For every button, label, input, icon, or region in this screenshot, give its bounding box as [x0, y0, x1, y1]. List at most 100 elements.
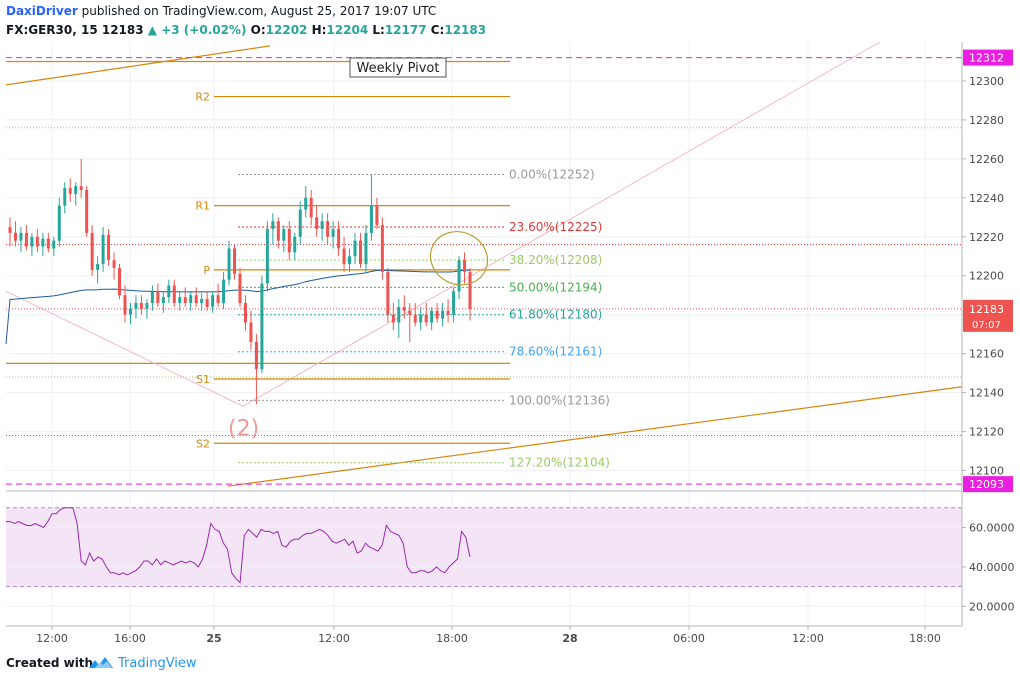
candle-body[interactable]	[52, 240, 56, 249]
candle-body[interactable]	[271, 221, 275, 229]
candle-body[interactable]	[101, 234, 105, 265]
candle-body[interactable]	[90, 232, 94, 270]
candle-body[interactable]	[19, 232, 23, 241]
candle-body[interactable]	[430, 310, 434, 323]
candle-body[interactable]	[391, 314, 395, 323]
candle-body[interactable]	[424, 314, 428, 323]
price-scale[interactable]	[963, 42, 1020, 626]
candle-body[interactable]	[337, 228, 341, 249]
candle-body[interactable]	[386, 271, 390, 315]
candle-body[interactable]	[139, 303, 143, 309]
candle-body[interactable]	[369, 205, 373, 233]
candle-body[interactable]	[326, 221, 330, 237]
candle-body[interactable]	[216, 295, 220, 304]
candle-body[interactable]	[205, 299, 209, 307]
candle-body[interactable]	[145, 303, 149, 309]
candle-body[interactable]	[243, 303, 247, 323]
author-link[interactable]: DaxiDriver	[6, 4, 78, 18]
candle-body[interactable]	[375, 205, 379, 226]
candle-body[interactable]	[200, 299, 204, 304]
candle-body[interactable]	[211, 295, 215, 307]
candle-body[interactable]	[408, 310, 412, 315]
candle-body[interactable]	[41, 238, 45, 247]
candle-body[interactable]	[315, 217, 319, 229]
candle-body[interactable]	[287, 228, 291, 253]
candle-body[interactable]	[194, 295, 198, 304]
candle-body[interactable]	[435, 310, 439, 319]
candle-body[interactable]	[397, 306, 401, 323]
chart-canvas[interactable]: 0.00%(12252) 23.60%(12225) 38.20%(12208) 50…	[0, 42, 1020, 650]
candle-body[interactable]	[183, 297, 187, 304]
candle-body[interactable]	[79, 186, 83, 191]
candle-body[interactable]	[364, 232, 368, 265]
marked-price-badge[interactable]	[963, 49, 1013, 66]
tradingview-brand[interactable]: TradingView	[118, 656, 197, 671]
candle-body[interactable]	[463, 260, 467, 272]
candle-body[interactable]	[8, 227, 12, 233]
candle-body[interactable]	[156, 291, 160, 304]
candle-body[interactable]	[348, 256, 352, 265]
candle-body[interactable]	[249, 322, 253, 342]
candle-body[interactable]	[13, 232, 17, 241]
candle-body[interactable]	[265, 228, 269, 284]
candle-body[interactable]	[150, 291, 154, 304]
candle-body[interactable]	[276, 221, 280, 241]
candle-body[interactable]	[446, 310, 450, 315]
trend-line-lower[interactable]	[227, 386, 963, 487]
marked-price-badge[interactable]	[963, 476, 1013, 493]
candle-body[interactable]	[63, 188, 67, 206]
candle-body[interactable]	[282, 228, 286, 241]
candle-body[interactable]	[123, 295, 127, 315]
symbol-label[interactable]: FX:GER30, 15	[6, 23, 98, 37]
candle-body[interactable]	[402, 306, 406, 311]
candle-body[interactable]	[419, 314, 423, 323]
candle-body[interactable]	[309, 197, 313, 218]
moving-average-line[interactable]	[5, 269, 471, 344]
candle-body[interactable]	[112, 260, 116, 268]
candle-body[interactable]	[254, 341, 258, 370]
candle-body[interactable]	[238, 273, 242, 304]
candle-body[interactable]	[134, 303, 138, 309]
candle-body[interactable]	[74, 186, 78, 194]
candle-body[interactable]	[68, 188, 72, 194]
candle-body[interactable]	[222, 279, 226, 304]
candle-body[interactable]	[128, 308, 132, 315]
highlight-ellipse[interactable]	[422, 222, 497, 294]
candle-body[interactable]	[161, 297, 165, 304]
candle-body[interactable]	[353, 240, 357, 257]
candle-body[interactable]	[441, 310, 445, 319]
candle-body[interactable]	[107, 234, 111, 261]
wave-line[interactable]	[242, 42, 881, 407]
candle-body[interactable]	[457, 260, 461, 292]
candle-body[interactable]	[298, 209, 302, 237]
candle-body[interactable]	[172, 285, 176, 304]
candle-body[interactable]	[304, 197, 308, 210]
wave-line[interactable]	[5, 290, 244, 407]
candle-body[interactable]	[227, 248, 231, 280]
candle-body[interactable]	[189, 295, 193, 304]
candle-body[interactable]	[468, 271, 472, 309]
trend-line-upper[interactable]	[5, 45, 271, 86]
candle-body[interactable]	[320, 221, 324, 229]
candle-body[interactable]	[413, 314, 417, 323]
candle-body[interactable]	[293, 236, 297, 253]
candle-body[interactable]	[331, 228, 335, 237]
candle-body[interactable]	[260, 283, 264, 370]
candle-body[interactable]	[233, 248, 237, 274]
candle-body[interactable]	[35, 236, 39, 247]
candle-body[interactable]	[24, 232, 28, 247]
candle-body[interactable]	[118, 267, 122, 296]
rsi-line[interactable]	[6, 507, 471, 584]
main-pane[interactable]	[6, 42, 962, 490]
candle-body[interactable]	[452, 291, 456, 315]
candle-body[interactable]	[96, 264, 100, 270]
candle-body[interactable]	[46, 238, 50, 249]
candle-body[interactable]	[85, 190, 89, 233]
last-price-badge[interactable]	[963, 299, 1013, 332]
candle-body[interactable]	[30, 236, 34, 247]
candle-body[interactable]	[57, 205, 61, 241]
candle-body[interactable]	[178, 297, 182, 304]
candle-body[interactable]	[380, 225, 384, 272]
candle-body[interactable]	[167, 285, 171, 298]
time-scale[interactable]	[0, 627, 1020, 649]
